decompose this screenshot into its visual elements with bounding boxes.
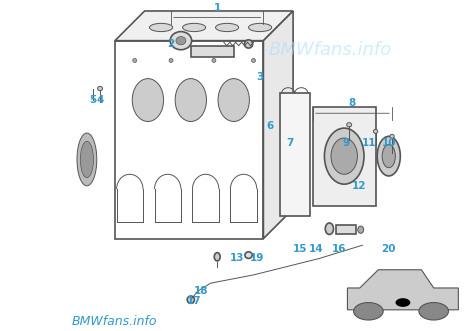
Polygon shape [347,270,458,310]
Text: 13: 13 [230,254,244,263]
Ellipse shape [175,78,207,121]
Ellipse shape [382,145,395,168]
Text: 5: 5 [89,95,96,105]
Ellipse shape [80,141,93,178]
Ellipse shape [98,86,102,91]
Ellipse shape [358,226,364,233]
Ellipse shape [346,123,352,127]
Ellipse shape [132,78,164,121]
Ellipse shape [374,129,378,133]
Text: 16: 16 [332,244,346,254]
Text: 14: 14 [309,244,323,254]
Text: BMWfans.info: BMWfans.info [72,315,157,328]
Ellipse shape [218,78,249,121]
Ellipse shape [324,128,364,184]
Ellipse shape [150,24,173,31]
Ellipse shape [187,296,194,303]
Ellipse shape [77,133,97,186]
Polygon shape [280,93,310,215]
Text: 7: 7 [286,138,293,148]
Ellipse shape [182,24,206,31]
Text: 9: 9 [342,138,349,148]
Polygon shape [115,11,293,41]
Text: 15: 15 [292,244,307,254]
Ellipse shape [216,24,238,31]
Text: 4: 4 [96,95,104,105]
Ellipse shape [176,36,186,45]
Text: 3: 3 [256,72,264,82]
Text: 1: 1 [214,3,221,13]
Ellipse shape [245,40,253,48]
Ellipse shape [252,59,255,63]
Ellipse shape [325,223,334,234]
Ellipse shape [248,24,272,31]
Ellipse shape [390,134,394,138]
Ellipse shape [169,59,173,63]
Text: 12: 12 [352,181,366,191]
Circle shape [395,298,410,307]
Text: 2: 2 [167,39,174,49]
Circle shape [354,303,383,320]
Polygon shape [264,11,293,239]
Ellipse shape [331,138,357,174]
Bar [191,46,234,57]
Ellipse shape [212,59,216,63]
Bar [336,225,356,234]
Polygon shape [313,107,375,206]
Text: 20: 20 [382,244,396,254]
Text: 18: 18 [193,286,208,296]
Ellipse shape [214,253,220,261]
Text: 8: 8 [349,98,356,108]
Ellipse shape [170,31,191,50]
Ellipse shape [377,136,401,176]
Text: 11: 11 [362,138,376,148]
Ellipse shape [133,59,137,63]
Ellipse shape [245,252,252,259]
Text: 10: 10 [382,138,396,148]
Text: BMWfans.info: BMWfans.info [269,41,392,59]
Text: 19: 19 [250,254,264,263]
Text: 6: 6 [266,121,273,131]
Text: 17: 17 [187,296,201,306]
Circle shape [419,303,448,320]
